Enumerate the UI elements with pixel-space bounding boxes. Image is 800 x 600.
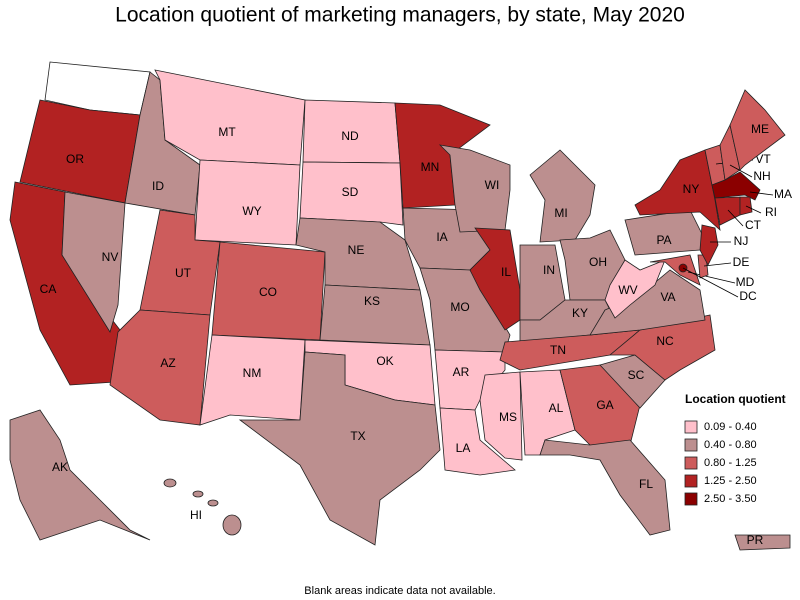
state-label: ME xyxy=(751,122,769,136)
state-label: LA xyxy=(456,441,471,455)
state xyxy=(729,89,786,171)
state-label: VA xyxy=(660,290,675,304)
state-label: OH xyxy=(589,255,607,269)
legend-swatch xyxy=(684,456,698,470)
state-label: NV xyxy=(102,250,119,264)
legend-title: Location quotient xyxy=(685,392,786,406)
state-label: NH xyxy=(753,169,770,183)
state xyxy=(299,161,404,226)
state-label: PR xyxy=(747,533,764,547)
state xyxy=(649,254,701,286)
state xyxy=(539,439,671,536)
legend-label: 0.40 - 0.80 xyxy=(704,439,757,451)
state xyxy=(192,490,204,498)
legend-swatch xyxy=(684,420,698,434)
legend-label: 1.25 - 2.50 xyxy=(704,475,757,487)
state-label: SD xyxy=(342,185,359,199)
state-label: MA xyxy=(774,187,792,201)
state-label: CO xyxy=(259,285,277,299)
state xyxy=(109,309,211,426)
state xyxy=(222,514,242,536)
state-label: ND xyxy=(341,129,359,143)
state-label: OK xyxy=(376,354,393,368)
state xyxy=(199,334,306,426)
legend-swatch xyxy=(684,438,698,452)
state-label: KY xyxy=(572,306,588,320)
state xyxy=(163,478,177,488)
state-label: AL xyxy=(549,401,564,415)
state-label: WV xyxy=(618,283,637,297)
note: Blank areas indicate data not available. xyxy=(304,585,495,597)
state-label: DE xyxy=(733,255,750,269)
leader-line xyxy=(745,205,762,214)
state-label: UT xyxy=(175,266,192,280)
state xyxy=(9,409,151,541)
state-label: AR xyxy=(453,365,470,379)
state xyxy=(469,227,521,331)
state-label: IL xyxy=(501,265,511,279)
state-label: PA xyxy=(656,233,671,247)
state-label: NM xyxy=(243,366,262,380)
state-label: KS xyxy=(364,294,380,308)
state-label: DC xyxy=(739,289,757,303)
state-label: HI xyxy=(190,508,202,522)
state-label: SC xyxy=(628,368,645,382)
legend-label: 0.09 - 0.40 xyxy=(704,421,757,433)
state-label: IN xyxy=(543,263,555,277)
state-label: NY xyxy=(683,182,700,196)
state-label: CT xyxy=(745,218,762,232)
leader-line xyxy=(727,209,744,227)
state-label: WY xyxy=(242,204,261,218)
state xyxy=(439,407,516,476)
state-label: FL xyxy=(639,477,653,491)
state xyxy=(238,351,441,546)
state-label: GA xyxy=(596,398,613,412)
state-label: IA xyxy=(436,230,447,244)
state xyxy=(734,534,791,551)
state-label: MI xyxy=(554,206,567,220)
leader-line xyxy=(682,267,739,298)
state-label: CA xyxy=(40,282,57,296)
state-label: MN xyxy=(421,160,440,174)
state-label: NJ xyxy=(734,234,749,248)
state-label: AZ xyxy=(160,356,175,370)
state-label: MD xyxy=(736,275,755,289)
legend-label: 2.50 - 3.50 xyxy=(704,493,757,505)
state-label: VT xyxy=(755,152,771,166)
leader-line xyxy=(729,164,753,178)
leader-line xyxy=(749,191,774,196)
state-label: MS xyxy=(499,410,517,424)
state xyxy=(207,499,219,507)
state-label: NE xyxy=(348,243,365,257)
state xyxy=(61,191,126,333)
state-label: NC xyxy=(656,334,674,348)
title: Location quotient of marketing managers,… xyxy=(115,4,685,27)
state-label: AK xyxy=(52,460,68,474)
state-label: MO xyxy=(450,300,469,314)
legend-swatch xyxy=(684,474,698,488)
state-label: ID xyxy=(152,179,164,193)
state xyxy=(194,159,301,246)
state-label: TX xyxy=(350,429,365,443)
leader-line xyxy=(687,271,736,284)
legend-swatch xyxy=(684,492,698,506)
state xyxy=(699,224,719,266)
state-label: RI xyxy=(765,205,777,219)
state-label: OR xyxy=(66,152,84,166)
state-label: WI xyxy=(485,178,500,192)
legend-label: 0.80 - 1.25 xyxy=(704,457,757,469)
state xyxy=(529,149,596,243)
state-label: TN xyxy=(550,343,566,357)
leader-line xyxy=(703,262,732,267)
state-label: MT xyxy=(218,125,236,139)
